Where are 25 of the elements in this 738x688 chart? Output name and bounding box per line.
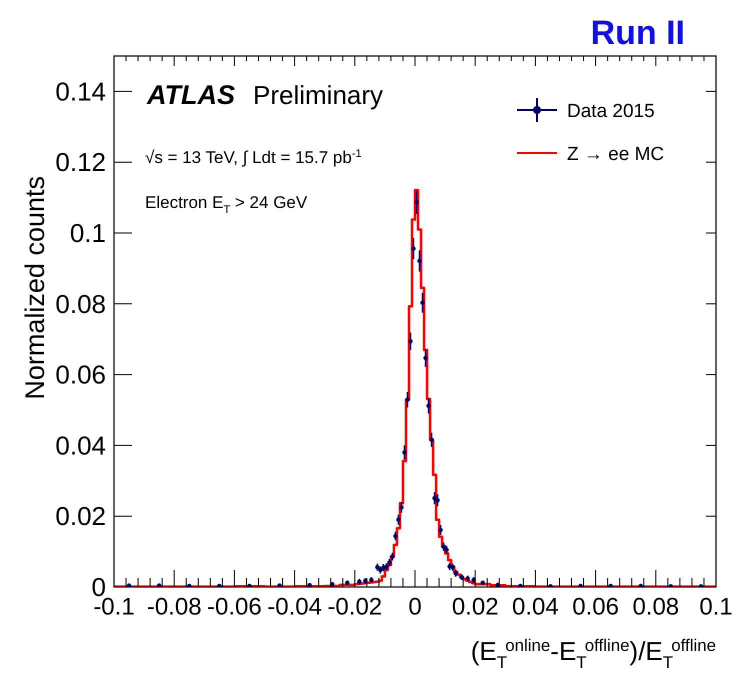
y-axis-title: Normalized counts [20, 176, 50, 400]
legend-label: Z → ee MC [567, 144, 664, 165]
annotation: ATLAS [146, 80, 235, 110]
y-tick-label: 0.1 [70, 218, 106, 248]
legend-label: Data 2015 [567, 101, 655, 122]
x-tick-label: 0.02 [452, 594, 499, 620]
y-tick-label: 0.04 [55, 430, 106, 460]
annotation: Electron E$_{T}$ > 24 GeV [145, 193, 308, 216]
x-tick-label: 0.08 [632, 594, 680, 620]
x-tick-label: -0.04 [267, 594, 322, 620]
x-tick-label: -0.08 [146, 594, 202, 620]
chart-title: Run II [590, 14, 685, 52]
x-tick-label: -0.02 [327, 594, 382, 620]
y-tick-label: 0.02 [55, 501, 106, 532]
x-tick-label: 0.04 [512, 594, 559, 620]
y-tick-label: 0.12 [55, 147, 106, 178]
annotation: √s = 13 TeV, ∫ Ldt = 15.7 pb$^{-1}$ [145, 148, 362, 167]
y-tick-label: 0.06 [55, 360, 106, 390]
x-tick-label: 0.06 [572, 594, 619, 620]
y-tick-label: 0.08 [55, 288, 106, 319]
y-tick-label: 0.14 [55, 76, 106, 106]
x-tick-label: 0.1 [699, 594, 733, 620]
annotation: Preliminary [253, 80, 384, 110]
x-tick-label: -0.06 [207, 594, 262, 620]
x-tick-label: 0 [408, 594, 422, 620]
